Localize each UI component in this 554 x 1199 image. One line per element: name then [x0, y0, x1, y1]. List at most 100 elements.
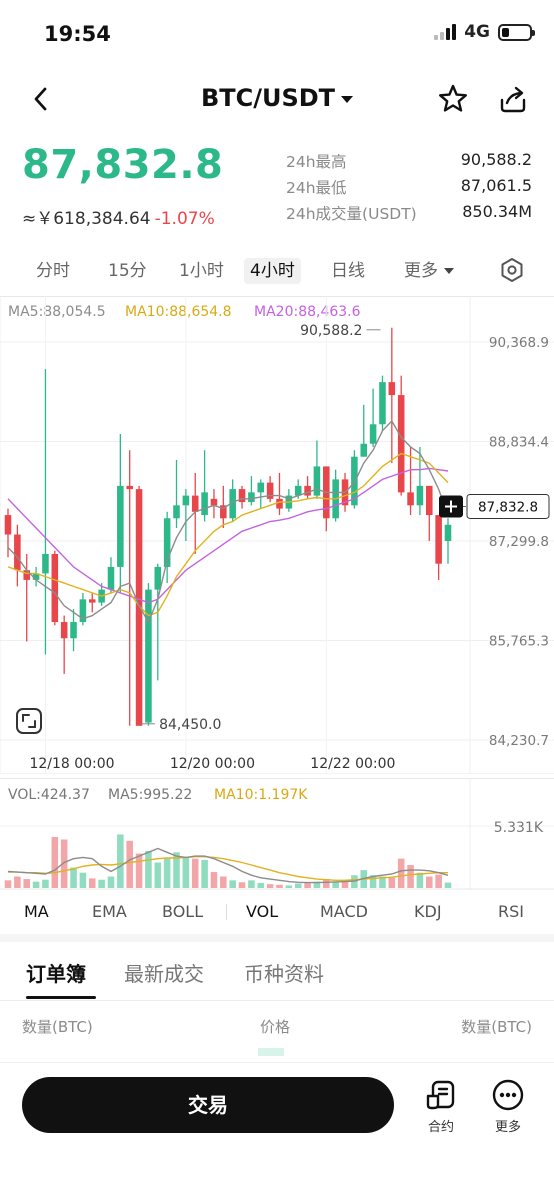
pair-selector[interactable]: BTC/USDT — [0, 84, 554, 112]
indicator-vol[interactable]: VOL — [246, 902, 279, 921]
candle-up — [79, 599, 87, 623]
contract-button[interactable] — [424, 1078, 458, 1112]
candle-up — [107, 566, 115, 590]
volume-bar-up — [32, 881, 40, 888]
expand-icon — [16, 708, 42, 734]
annotations: 90,588.2 84,450.0 87,832.8 — [141, 323, 550, 733]
indicator-ema[interactable]: EMA — [92, 902, 127, 921]
stat-high-label: 24h最高 — [286, 153, 347, 171]
candle-down — [238, 489, 246, 503]
candle-up — [313, 466, 321, 496]
x-tick-label: 12/20 00:00 — [170, 756, 255, 772]
volume-bar-up — [79, 872, 87, 888]
tabs-divider — [0, 1000, 554, 1001]
candle-down — [276, 498, 283, 509]
volume-bar-up — [379, 876, 386, 888]
indicator-kdj[interactable]: KDJ — [414, 902, 442, 921]
volume-bar-up — [313, 881, 321, 888]
candle-up — [257, 482, 265, 493]
volume-bar-down — [426, 876, 433, 888]
tab-more-label: 更多 — [404, 261, 438, 281]
tab-time-sharing[interactable]: 分时 — [36, 261, 70, 281]
candle-up — [294, 485, 302, 496]
orderbook-price-header: 价格 — [260, 1018, 291, 1036]
indicator-rsi[interactable]: RSI — [498, 902, 524, 921]
volume-bar-up — [201, 859, 208, 888]
current-price-label: 87,832.8 — [478, 499, 538, 515]
volume-bar-down — [341, 880, 349, 888]
back-button[interactable] — [26, 84, 56, 114]
candle-up — [416, 485, 424, 506]
candle-up — [201, 492, 208, 516]
stat-low-value: 87,061.5 — [460, 176, 532, 195]
axis-labels: 90,368.9 88,834.4 87,299.8 85,765.3 84,230.7… — [29, 335, 549, 772]
chart-grid — [0, 296, 554, 774]
tab-more[interactable]: 更多 — [404, 258, 454, 284]
candle-up — [42, 553, 49, 574]
candle-down — [51, 553, 59, 623]
section-separator — [0, 934, 554, 942]
bottom-bar-divider — [0, 1062, 554, 1063]
high-price-label: 90,588.2 — [300, 323, 362, 339]
active-tab-underline — [26, 996, 96, 999]
volume-bar-down — [266, 884, 274, 888]
candle-up — [70, 622, 77, 639]
stat-volume-value: 850.34M — [462, 202, 532, 221]
orderbook-bid-qty-header: 数量(BTC) — [22, 1018, 93, 1036]
candle-down — [397, 395, 405, 493]
more-button[interactable] — [491, 1078, 525, 1112]
tab-coin-info[interactable]: 币种资料 — [244, 962, 324, 986]
volume-bar-down — [60, 839, 68, 888]
more-label: 更多 — [494, 1120, 521, 1135]
chart-settings-button[interactable] — [498, 256, 526, 284]
volume-bar-up — [229, 880, 236, 888]
candlestick-chart[interactable]: 90,368.9 88,834.4 87,299.8 85,765.3 84,230.7… — [0, 296, 554, 774]
candle-up — [360, 443, 368, 457]
ma5-line — [7, 419, 449, 624]
share-button[interactable] — [496, 82, 530, 116]
volume-bar-down — [220, 876, 227, 888]
candle-down — [210, 498, 218, 506]
candle-up — [154, 566, 162, 590]
candle-up — [444, 524, 452, 541]
indicator-boll[interactable]: BOLL — [162, 902, 204, 921]
y-tick-label: 84,230.7 — [489, 733, 549, 749]
favorite-button[interactable] — [436, 82, 470, 116]
battery-icon — [498, 23, 535, 41]
vol-y-tick-label: 5.331K — [494, 820, 544, 836]
volume-bar-down — [238, 882, 246, 888]
tab-orderbook[interactable]: 订单簿 — [26, 962, 86, 986]
tab-4h[interactable]: 4小时 — [244, 258, 301, 284]
candle-down — [426, 485, 433, 516]
indicator-ma[interactable]: MA — [24, 902, 49, 921]
trade-button[interactable]: 交易 — [22, 1077, 394, 1133]
battery-level — [502, 27, 509, 37]
price-change: -1.07% — [154, 209, 215, 229]
volume-bar-down — [388, 877, 396, 888]
ma20-legend: MA20:88,463.6 — [254, 304, 361, 320]
caret-down-icon — [341, 95, 354, 103]
volume-bar-up — [98, 879, 105, 888]
vol-ma5-legend: MA5:995.22 — [108, 787, 192, 803]
share-icon — [500, 86, 526, 113]
indicator-macd[interactable]: MACD — [320, 902, 368, 921]
tab-1d[interactable]: 日线 — [331, 261, 365, 281]
tab-latest-trades[interactable]: 最新成交 — [124, 962, 204, 986]
tab-1h[interactable]: 1小时 — [179, 261, 224, 281]
volume-bar-up — [173, 852, 180, 888]
fullscreen-button[interactable] — [14, 706, 44, 736]
volume-bar-down — [304, 882, 311, 888]
candle-up — [145, 589, 152, 723]
volume-bar-down — [135, 853, 143, 888]
volume-bar-down — [191, 858, 199, 888]
star-icon — [439, 84, 467, 112]
tab-15m[interactable]: 15分 — [108, 261, 147, 281]
volume-ma-lines — [7, 847, 449, 884]
volume-bar-down — [23, 879, 30, 888]
volume-ma5-line — [7, 847, 449, 884]
volume-chart: VOL:424.37 MA5:995.22 MA10:1.197K 5.331K — [0, 778, 554, 890]
y-tick-label: 85,765.3 — [489, 633, 549, 649]
candle-down — [220, 505, 227, 519]
candle-down — [14, 534, 21, 571]
current-price-tag — [466, 493, 550, 519]
